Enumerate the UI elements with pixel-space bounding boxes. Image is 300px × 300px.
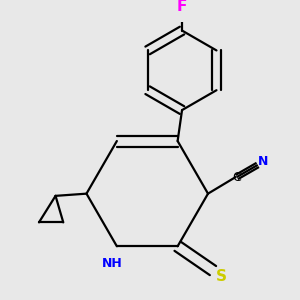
Text: NH: NH (102, 257, 123, 271)
Text: S: S (216, 268, 227, 284)
Text: N: N (258, 155, 268, 168)
Text: C: C (232, 171, 241, 184)
Text: F: F (177, 0, 187, 14)
